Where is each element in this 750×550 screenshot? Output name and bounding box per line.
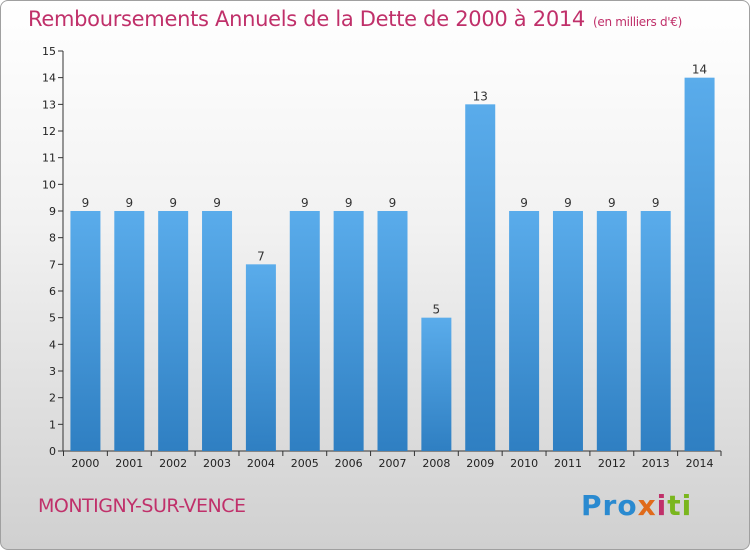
x-tick-label-2010: 2010 bbox=[510, 457, 538, 470]
y-tick-label: 0 bbox=[49, 445, 56, 458]
bar-2010 bbox=[509, 211, 540, 451]
bar-2014 bbox=[684, 77, 715, 452]
bar-2013 bbox=[640, 211, 671, 451]
x-tick-label-2011: 2011 bbox=[554, 457, 582, 470]
y-tick-label: 10 bbox=[42, 178, 56, 191]
bar-2008 bbox=[421, 317, 452, 451]
y-tick-label: 14 bbox=[42, 72, 56, 85]
x-tick-label-2006: 2006 bbox=[335, 457, 363, 470]
data-label-2012: 9 bbox=[608, 196, 616, 210]
logo-part-3: i bbox=[656, 489, 668, 522]
x-tick-label-2005: 2005 bbox=[291, 457, 319, 470]
y-tick-label: 6 bbox=[49, 285, 56, 298]
data-label-2001: 9 bbox=[125, 196, 133, 210]
y-tick-label: 8 bbox=[49, 232, 56, 245]
x-tick-label-2009: 2009 bbox=[466, 457, 494, 470]
bar-2003 bbox=[202, 211, 233, 451]
bar-2005 bbox=[289, 211, 320, 451]
data-label-2005: 9 bbox=[301, 196, 309, 210]
bar-2009 bbox=[465, 104, 496, 451]
bar-2004 bbox=[245, 264, 276, 451]
y-tick-label: 1 bbox=[49, 418, 56, 431]
x-tick-label-2002: 2002 bbox=[159, 457, 187, 470]
bar-2001 bbox=[114, 211, 145, 451]
data-label-2000: 9 bbox=[82, 196, 90, 210]
commune-name: MONTIGNY-SUR-VENCE bbox=[38, 495, 246, 517]
y-tick-label: 5 bbox=[49, 312, 56, 325]
data-label-2004: 7 bbox=[257, 249, 265, 263]
y-tick-label: 3 bbox=[49, 365, 56, 378]
x-tick-label-2014: 2014 bbox=[686, 457, 714, 470]
bar-2006 bbox=[333, 211, 364, 451]
proxiti-logo: Proxiti bbox=[581, 489, 692, 522]
y-tick-label: 9 bbox=[49, 205, 56, 218]
x-tick-label-2001: 2001 bbox=[115, 457, 143, 470]
logo-part-1: Pro bbox=[581, 489, 638, 522]
data-label-2002: 9 bbox=[169, 196, 177, 210]
y-tick-label: 7 bbox=[49, 258, 56, 271]
logo-part-2: x bbox=[637, 489, 657, 522]
chart-unit: (en milliers d'€) bbox=[593, 15, 683, 29]
chart-title-text: Remboursements Annuels de la Dette de 20… bbox=[28, 7, 585, 31]
bar-2012 bbox=[596, 211, 627, 451]
x-tick-label-2013: 2013 bbox=[642, 457, 670, 470]
data-label-2006: 9 bbox=[345, 196, 353, 210]
x-tick-label-2000: 2000 bbox=[71, 457, 99, 470]
data-label-2010: 9 bbox=[520, 196, 528, 210]
chart-title: Remboursements Annuels de la Dette de 20… bbox=[28, 7, 682, 31]
bar-2007 bbox=[377, 211, 408, 451]
data-label-2009: 13 bbox=[473, 89, 488, 103]
logo-part-4: ti bbox=[667, 489, 693, 522]
x-tick-label-2012: 2012 bbox=[598, 457, 626, 470]
chart-bars bbox=[70, 77, 715, 452]
x-tick-label-2004: 2004 bbox=[247, 457, 275, 470]
data-label-2013: 9 bbox=[652, 196, 660, 210]
x-tick-label-2003: 2003 bbox=[203, 457, 231, 470]
y-tick-label: 12 bbox=[42, 125, 56, 138]
data-label-2014: 14 bbox=[692, 63, 707, 77]
x-tick-label-2008: 2008 bbox=[422, 457, 450, 470]
y-tick-label: 13 bbox=[42, 98, 56, 111]
data-label-2008: 5 bbox=[433, 303, 441, 317]
chart-data-labels: 9 9 9 9 7 9 9 9 5 13 9 9 9 9 14 bbox=[82, 63, 708, 317]
y-tick-label: 11 bbox=[42, 152, 56, 165]
bar-2011 bbox=[552, 211, 583, 451]
x-tick-label-2007: 2007 bbox=[379, 457, 407, 470]
y-tick-label: 15 bbox=[42, 45, 56, 58]
data-label-2007: 9 bbox=[389, 196, 397, 210]
y-tick-label: 4 bbox=[49, 338, 56, 351]
bar-2002 bbox=[158, 211, 189, 451]
data-label-2003: 9 bbox=[213, 196, 221, 210]
y-tick-label: 2 bbox=[49, 392, 56, 405]
data-label-2011: 9 bbox=[564, 196, 572, 210]
bar-2000 bbox=[70, 211, 101, 451]
